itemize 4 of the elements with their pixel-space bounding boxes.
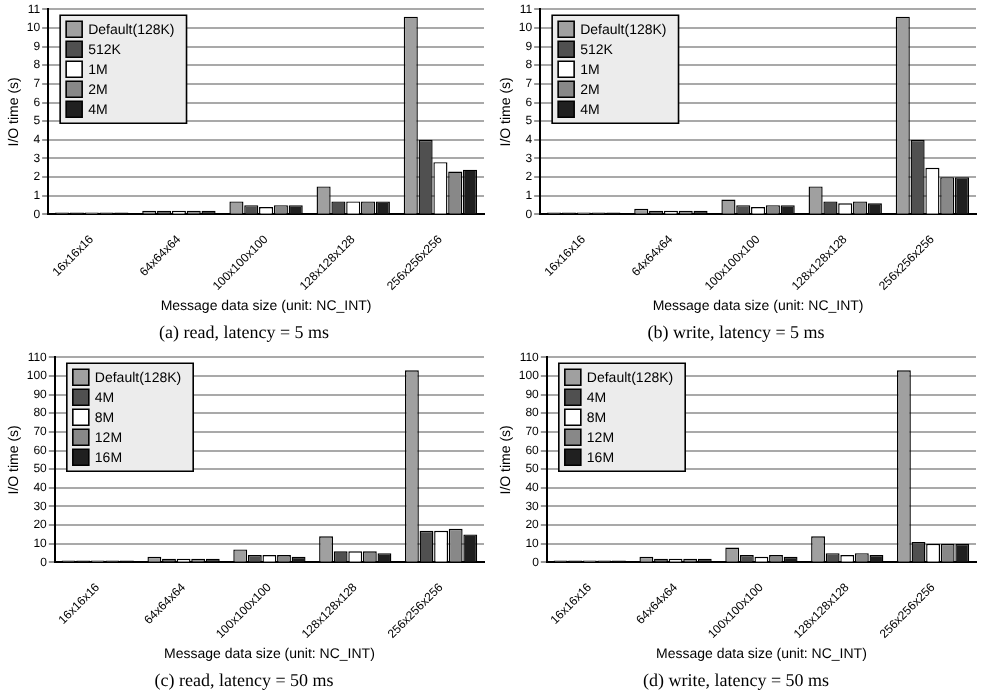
text: (a) read, latency = 5 ms xyxy=(158,321,331,342)
text: (c) read, latency = 50 ms xyxy=(154,669,335,690)
text: (d) write, latency = 50 ms xyxy=(642,669,831,690)
text: (b) write, latency = 5 ms xyxy=(647,321,826,342)
